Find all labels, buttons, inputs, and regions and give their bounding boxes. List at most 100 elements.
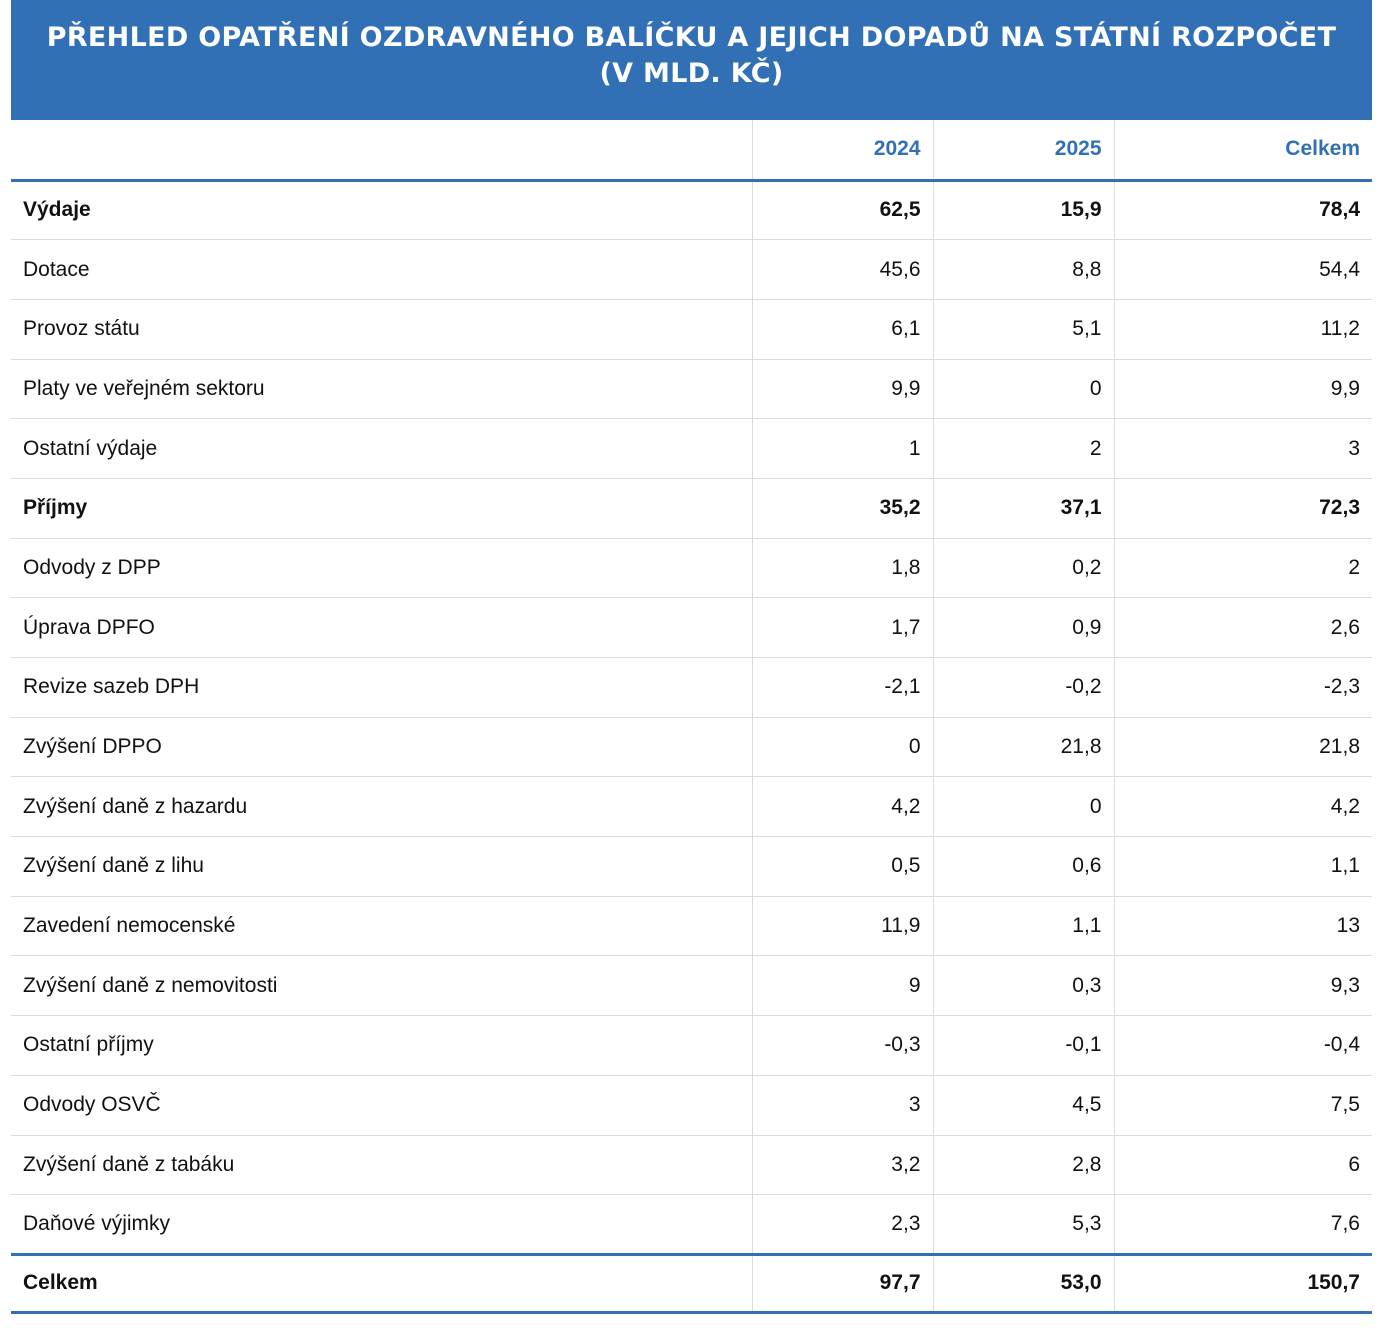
table-row: Zvýšení daně z tabáku 3,2 2,8 6 (11, 1135, 1372, 1196)
cell-value-celkem: 13 (1113, 896, 1372, 957)
table-row: Ostatní výdaje 1 2 3 (11, 418, 1372, 479)
cell-value-2024: 11,9 (751, 896, 933, 957)
table-row: Úprava DPFO 1,7 0,9 2,6 (11, 597, 1372, 658)
cell-value-2024: 1,8 (751, 538, 933, 599)
total-value-celkem: 150,7 (1113, 1252, 1372, 1314)
row-label: Dotace (11, 239, 752, 300)
total-label: Celkem (11, 1252, 752, 1314)
cell-value-celkem: 9,3 (1113, 955, 1372, 1017)
cell-value-2024: 3,2 (751, 1135, 933, 1196)
cell-value-2025: 21,8 (932, 717, 1114, 778)
cell-value-2025: 0,2 (932, 538, 1114, 599)
table-row: Zvýšení daně z lihu 0,5 0,6 1,1 (11, 836, 1372, 897)
row-label: Zvýšení daně z hazardu (11, 776, 752, 838)
cell-value-celkem: 9,9 (1113, 359, 1372, 420)
header-label (11, 120, 752, 182)
data-table: 2024 2025 Celkem Výdaje 62,5 15,9 78,4 Dotac… (11, 120, 1372, 1314)
cell-value-celkem: -2,3 (1113, 657, 1372, 718)
cell-value-2025: 5,1 (932, 299, 1114, 360)
cell-value-2025: 2 (932, 418, 1114, 479)
cell-value-celkem: -0,4 (1113, 1015, 1372, 1076)
table-row: Výdaje 62,5 15,9 78,4 (11, 180, 1372, 241)
header-row: 2024 2025 Celkem (11, 120, 1372, 182)
cell-value-2024: 35,2 (751, 478, 933, 539)
cell-value-celkem: 7,5 (1113, 1075, 1372, 1136)
cell-value-2024: 9,9 (751, 359, 933, 420)
cell-value-2024: 4,2 (751, 776, 933, 838)
cell-value-celkem: 72,3 (1113, 478, 1372, 539)
table-row: Zvýšení daně z nemovitosti 9 0,3 9,3 (11, 955, 1372, 1017)
cell-value-2025: 0 (932, 359, 1114, 420)
cell-value-2024: 1,7 (751, 597, 933, 658)
cell-value-2024: 45,6 (751, 239, 933, 300)
cell-value-2025: 0 (932, 776, 1114, 838)
title-bar: PŘEHLED OPATŘENÍ OZDRAVNÉHO BALÍČKU A JE… (11, 0, 1372, 120)
row-label: Zvýšení daně z tabáku (11, 1135, 752, 1196)
row-label: Revize sazeb DPH (11, 657, 752, 718)
cell-value-celkem: 78,4 (1113, 180, 1372, 241)
cell-value-celkem: 2,6 (1113, 597, 1372, 658)
row-label: Platy ve veřejném sektoru (11, 359, 752, 420)
cell-value-celkem: 54,4 (1113, 239, 1372, 300)
row-label: Ostatní příjmy (11, 1015, 752, 1076)
header-2025: 2025 (932, 120, 1114, 182)
cell-value-2024: 6,1 (751, 299, 933, 360)
cell-value-2025: 1,1 (932, 896, 1114, 957)
row-label: Příjmy (11, 478, 752, 539)
table-row: Revize sazeb DPH -2,1 -0,2 -2,3 (11, 657, 1372, 718)
cell-value-celkem: 1,1 (1113, 836, 1372, 897)
cell-value-celkem: 11,2 (1113, 299, 1372, 360)
table-title: PŘEHLED OPATŘENÍ OZDRAVNÉHO BALÍČKU A JE… (46, 22, 1337, 89)
row-label: Daňové výjimky (23, 1212, 171, 1236)
table-row: Zvýšení DPPO 0 21,8 21,8 (11, 717, 1372, 778)
row-label: Úprava DPFO (11, 597, 752, 658)
cell-value-2024: 1 (751, 418, 933, 479)
header-total: Celkem (1113, 120, 1372, 182)
table-row: Dotace 45,6 8,8 54,4 (11, 239, 1372, 300)
cell-value-2024: -0,3 (751, 1015, 933, 1076)
row-label: Odvody OSVČ (11, 1075, 752, 1136)
table-row: Odvody OSVČ 3 4,5 7,5 (11, 1075, 1372, 1136)
table-row: Provoz státu 6,1 5,1 11,2 (11, 299, 1372, 360)
header-2024: 2024 (751, 120, 933, 182)
row-label: Ostatní výdaje (11, 418, 752, 479)
table-row: Platy ve veřejném sektoru 9,9 0 9,9 (11, 359, 1372, 420)
table-row: Zavedení nemocenské 11,9 1,1 13 (11, 896, 1372, 957)
cell-value-2024: 2,3 (751, 1194, 933, 1255)
total-value-2024: 97,7 (751, 1252, 933, 1314)
cell-value-2025: 37,1 (932, 478, 1114, 539)
cell-value-celkem: 7,6 (1113, 1194, 1372, 1255)
cell-value-2024: 0 (751, 717, 933, 778)
row-label: Odvody z DPP (11, 538, 752, 599)
cell-value-celkem: 4,2 (1113, 776, 1372, 838)
cell-value-2025: 4,5 (932, 1075, 1114, 1136)
row-label: Zvýšení daně z lihu (11, 836, 752, 897)
row-label: Provoz státu (11, 299, 752, 360)
cell-value-celkem: 6 (1113, 1135, 1372, 1196)
cell-value-2024: 3 (751, 1075, 933, 1136)
cell-value-2025: 0,6 (932, 836, 1114, 897)
table-row: Odvody z DPP 1,8 0,2 2 (11, 538, 1372, 599)
cell-value-2024: -2,1 (751, 657, 933, 718)
cell-value-celkem: 3 (1113, 418, 1372, 479)
row-label: Zvýšení DPPO (11, 717, 752, 778)
table-row: Příjmy 35,2 37,1 72,3 (11, 478, 1372, 539)
table-row: Zvýšení daně z hazardu 4,2 0 4,2 (11, 776, 1372, 838)
cell-value-2024: 62,5 (751, 180, 933, 241)
cell-value-2025: -0,2 (932, 657, 1114, 718)
cell-value-2025: 0,9 (932, 597, 1114, 658)
cell-value-2025: 0,3 (932, 955, 1114, 1017)
total-value-2025: 53,0 (932, 1252, 1114, 1314)
cell-value-2025: 15,9 (932, 180, 1114, 241)
cell-value-2025: 2,8 (932, 1135, 1114, 1196)
row-label: Zavedení nemocenské (11, 896, 752, 957)
table-row: Ostatní příjmy -0,3 -0,1 -0,4 (11, 1015, 1372, 1076)
cell-value-celkem: 21,8 (1113, 717, 1372, 778)
table-row: Daňové výjimky 2,3 5,3 7,6 (11, 1194, 1372, 1255)
table-body: Výdaje 62,5 15,9 78,4 Dotace 45,6 8,8 54,4 Provo… (11, 180, 1372, 1255)
cell-value-2025: 8,8 (932, 239, 1114, 300)
cell-value-celkem: 2 (1113, 538, 1372, 599)
row-label: Výdaje (11, 180, 752, 241)
cell-value-2024: 9 (751, 955, 933, 1017)
row-label: Zvýšení daně z nemovitosti (11, 955, 752, 1017)
